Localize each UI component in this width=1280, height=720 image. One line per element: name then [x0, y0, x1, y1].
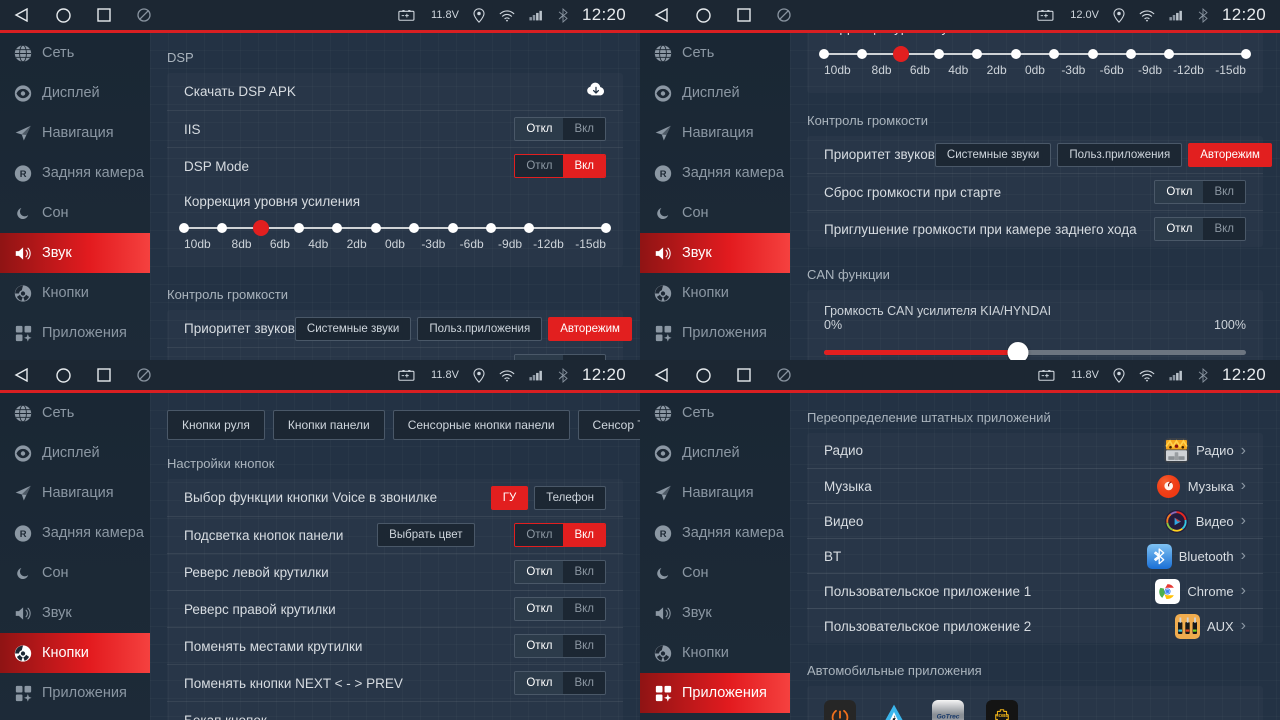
svg-text:R: R — [660, 528, 667, 539]
svg-text:GoTrec: GoTrec — [937, 713, 960, 720]
svg-text:R: R — [660, 168, 667, 179]
svg-text:R: R — [20, 528, 27, 539]
svg-text:HOBD: HOBD — [995, 713, 1009, 718]
svg-text:R: R — [20, 168, 27, 179]
